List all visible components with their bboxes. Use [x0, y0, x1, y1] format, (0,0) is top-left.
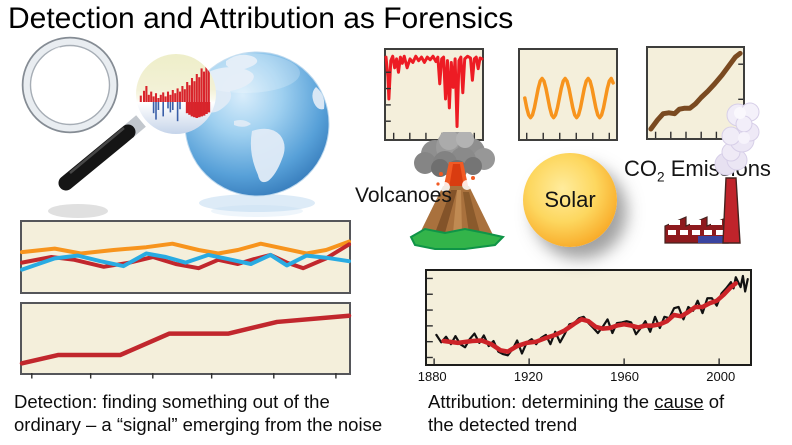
- x-axis-label: 1920: [513, 369, 543, 384]
- magnifying-glass-icon: [21, 36, 119, 134]
- signal-chart: [20, 302, 351, 375]
- temperature-chart: [425, 269, 752, 366]
- attribution-caption: Attribution: determining the cause of th…: [428, 391, 725, 435]
- x-axis-label: 2000: [706, 369, 736, 384]
- volcano-steam: [440, 182, 450, 192]
- globe-reflection: [199, 194, 315, 212]
- cause-underlined: cause: [654, 391, 704, 412]
- volcanoes-label: Volcanoes: [355, 184, 452, 207]
- x-axis-label: 1880: [417, 369, 447, 384]
- temp-x-axis-labels: 1880 1920 1960 2000: [418, 369, 752, 385]
- magnifier-lens: [136, 54, 216, 134]
- smoke-icon: [714, 102, 760, 176]
- sun-icon: Solar: [523, 153, 617, 247]
- volcano-icon: [409, 132, 505, 250]
- solar-cycle-chart: [518, 48, 618, 141]
- page-title: Detection and Attribution as Forensics: [8, 2, 514, 35]
- magnifier-handle: [58, 124, 136, 191]
- noise-chart: [20, 220, 351, 294]
- volcano-grass-base: [409, 227, 505, 250]
- factory-windows: [668, 220, 724, 235]
- factory-chimney: [722, 177, 741, 244]
- magnifier-globe-illustration: [20, 35, 350, 225]
- factory-blue-stripe: [698, 236, 728, 243]
- solar-label: Solar: [544, 187, 596, 212]
- volcanic-forcing-chart: [384, 48, 484, 141]
- handle-shadow: [48, 204, 108, 218]
- detection-caption: Detection: finding something out of the …: [14, 391, 383, 435]
- factory-icon: [664, 177, 741, 244]
- globe-highlight: [190, 53, 300, 93]
- x-axis-label: 1960: [610, 369, 640, 384]
- lens-anomaly-chart: [136, 54, 216, 134]
- co2-emissions-chart: [646, 46, 745, 140]
